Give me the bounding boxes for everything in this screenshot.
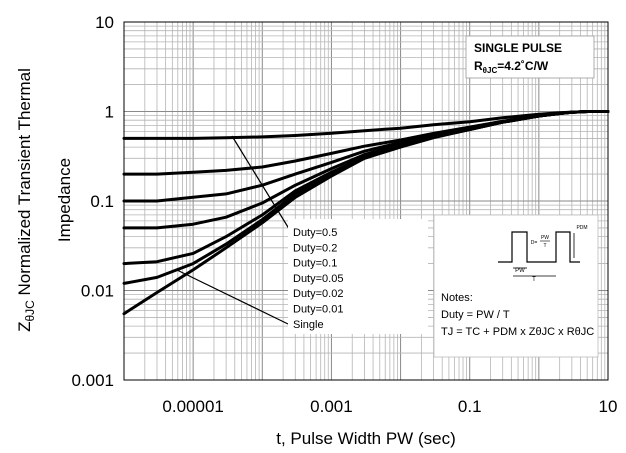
y-axis-title: ZθJC Normalized Transient Thermal [15,68,37,332]
svg-text:ZθJC Normalized Transient Ther: ZθJC Normalized Transient Thermal [15,68,37,332]
pulse-waveform-diagram [498,231,580,277]
notes-box-frame [433,214,599,358]
y-axis-title-line2: Impedance [55,158,74,242]
info-box-resistance: RθJC=4.2˚C/W [474,59,549,75]
pointer-line-2 [176,269,289,325]
plot-frame [123,21,609,381]
legend-pointer-lines [176,135,292,325]
info-box-r-sub: θJC [483,66,498,75]
y-tick-label: 10 [95,13,114,32]
x-axis-title: t, Pulse Width PW (sec) [276,429,455,448]
y-tick-label: 0.01 [81,282,114,301]
legend-label-5: Duty=0.02 [293,288,343,300]
y-axis-title-sub: θJC [23,300,37,322]
legend-label-4: Duty=0.05 [293,273,343,285]
notes-box: PW T PW T PDM D= Notes: Duty = PW / T TJ… [433,214,599,358]
diagram-label-duty-t: T [543,243,546,249]
y-axis-title-main: Z [15,322,34,332]
legend-label-2: Duty=0.2 [293,242,337,254]
pointer-line-1 [231,135,292,233]
diagram-label-t: T [532,277,536,283]
diagram-label-duty-pw: PW [541,235,549,241]
legend-label-7: Single [293,319,324,331]
diagram-label-pw: PW [515,268,525,274]
y-tick-label: 1 [105,103,114,122]
pulse-waveform [498,231,580,263]
notes-heading: Notes: [441,292,473,304]
y-axis-title-rest: Normalized Transient Thermal [15,68,34,300]
x-tick-label: 10 [599,397,618,416]
notes-tj-formula: TJ = TC + PDM x ZθJC x RθJC [441,326,594,338]
info-box-title: SINGLE PULSE [474,41,562,55]
diagram-label-duty-d: D= [531,240,538,246]
x-tick-label: 0.001 [310,397,353,416]
info-box-r-value: =4.2˚C/W [497,59,549,73]
legend-box [288,219,428,334]
series-line-7 [122,110,610,316]
y-tick-label: 0.001 [71,371,114,390]
x-tick-label: 0.00001 [162,397,223,416]
legend-label-6: Duty=0.01 [293,304,343,316]
notes-duty-formula: Duty = PW / T [441,309,510,321]
info-box-r-main: R [474,59,483,73]
legend: Duty=0.5 Duty=0.2 Duty=0.1 Duty=0.05 Duty=0.… [293,227,343,331]
data-curves [122,110,610,316]
legend-label-3: Duty=0.1 [293,258,337,270]
x-tick-labels: 0.00001 0.001 0.1 10 [162,397,617,416]
y-tick-label: 0.1 [90,192,114,211]
y-tick-labels: 0.001 0.01 0.1 1 10 [71,13,114,390]
legend-label-1: Duty=0.5 [293,227,337,239]
diagram-label-pdm: PDM [576,225,587,231]
x-tick-label: 0.1 [458,397,482,416]
info-box: SINGLE PULSE RθJC=4.2˚C/W [465,35,595,79]
info-box-frame [465,35,595,79]
